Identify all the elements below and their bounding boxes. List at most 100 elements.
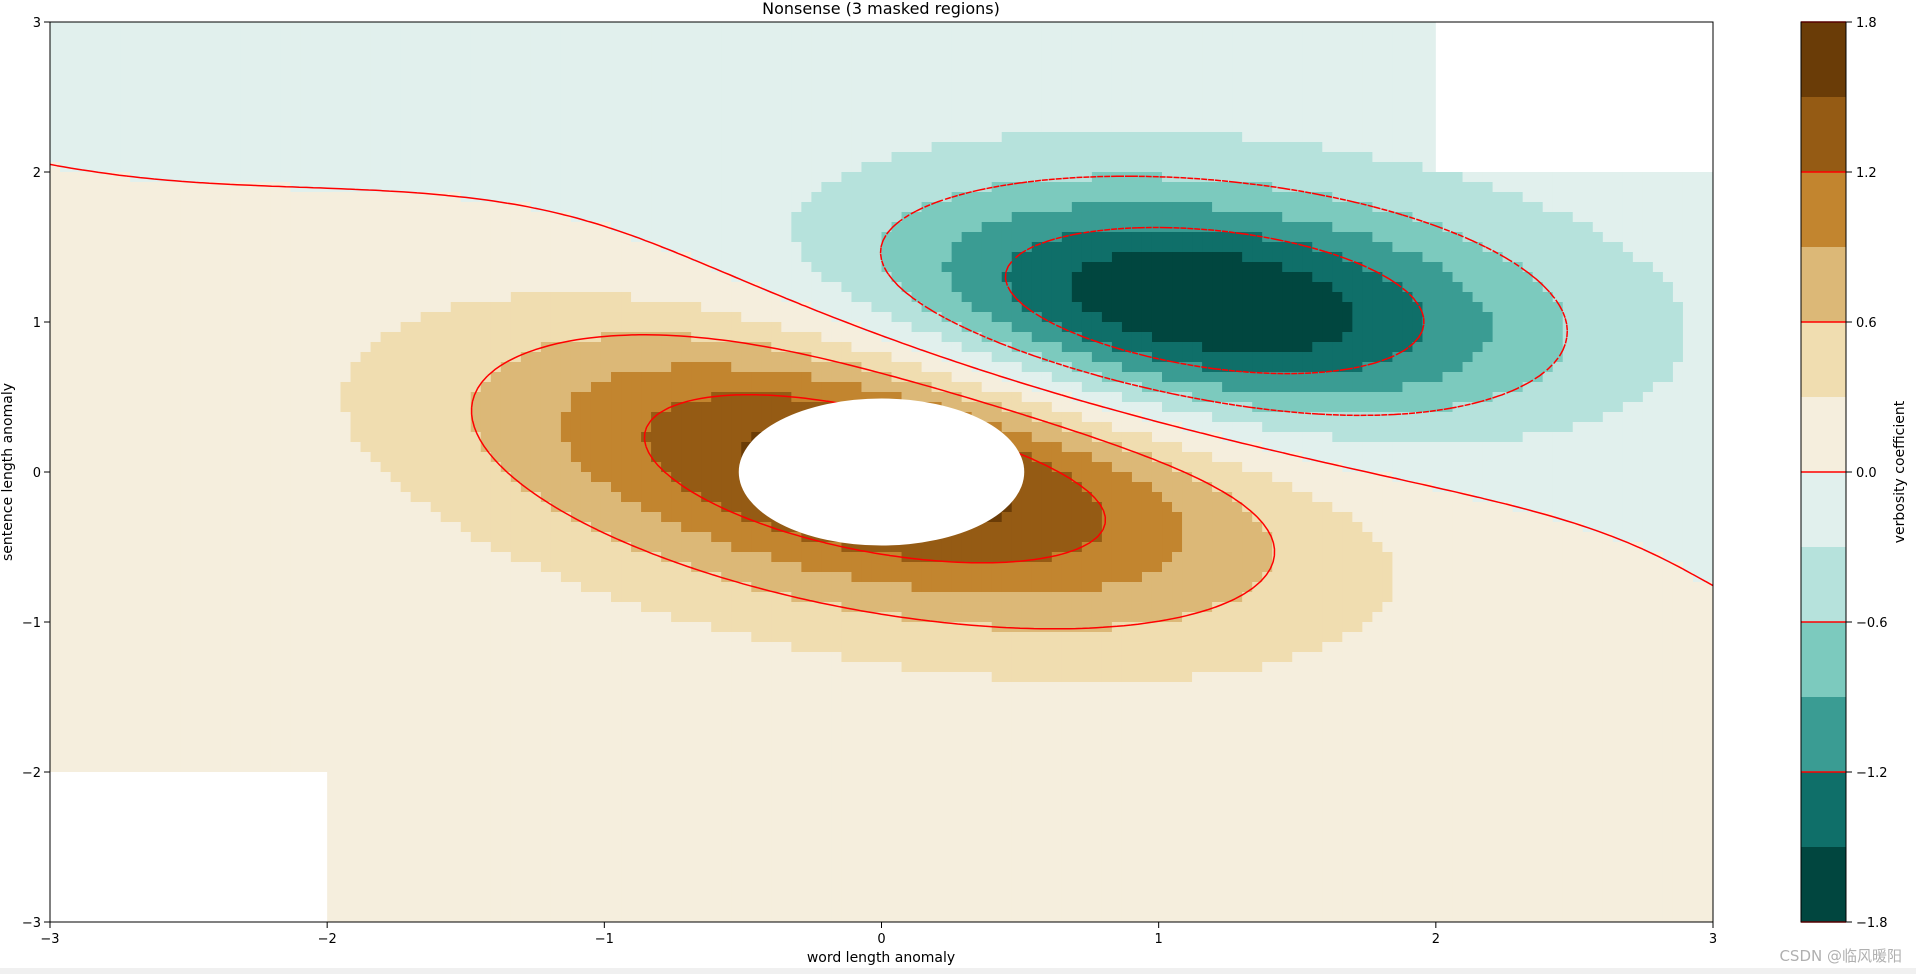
contour-fill-cell (1532, 232, 1544, 243)
contour-fill-cell (1131, 152, 1143, 163)
contour-fill-cell (60, 62, 71, 73)
contour-fill-cell (310, 62, 322, 73)
contour-fill-cell (691, 122, 702, 133)
contour-fill-cell (931, 262, 943, 273)
contour-fill-cell (981, 272, 993, 283)
contour-fill-cell (60, 122, 71, 133)
contour-fill-cell (400, 212, 412, 223)
contour-fill-cell (1352, 312, 1363, 323)
contour-fill-cell (1252, 212, 1263, 223)
contour-fill-cell (150, 62, 161, 73)
contour-fill-cell (70, 202, 81, 213)
contour-fill-cell (661, 192, 672, 203)
contour-fill-cell (540, 182, 552, 193)
contour-fill-cell (230, 142, 241, 153)
contour-fill-cell (590, 132, 602, 143)
contour-fill-cell (450, 142, 462, 153)
contour-fill-cell (1212, 132, 1223, 143)
contour-fill-cell (80, 72, 91, 83)
contour-fill-cell (1492, 272, 1504, 283)
contour-fill-cell (821, 112, 833, 123)
contour-fill-cell (1262, 152, 1273, 163)
contour-fill-cell (1462, 312, 1474, 323)
contour-fill-cell (751, 152, 762, 163)
contour-fill-cell (1202, 222, 1213, 233)
contour-fill-cell (741, 142, 752, 153)
contour-fill-cell (1412, 262, 1424, 273)
contour-fill-cell (190, 222, 201, 233)
contour-fill-cell (1001, 292, 1013, 303)
contour-fill-cell (1172, 52, 1183, 63)
contour-fill-cell (931, 22, 943, 33)
contour-fill-cell (611, 172, 622, 183)
contour-fill-cell (1081, 52, 1093, 63)
contour-fill-cell (1422, 42, 1434, 53)
contour-fill-cell (530, 112, 542, 123)
contour-fill-cell (1252, 62, 1263, 73)
contour-fill-cell (1151, 162, 1163, 173)
contour-fill-cell (260, 112, 271, 123)
contour-fill-cell (1262, 22, 1273, 33)
contour-fill-cell (290, 312, 302, 323)
contour-fill-cell (530, 282, 542, 293)
contour-fill-cell (911, 282, 923, 293)
contour-fill-cell (1041, 52, 1053, 63)
contour-fill-cell (1572, 272, 1584, 283)
contour-fill-cell (1202, 252, 1213, 263)
contour-fill-cell (871, 202, 883, 213)
contour-fill-cell (1011, 152, 1023, 163)
contour-fill-cell (931, 72, 943, 83)
contour-fill-cell (140, 132, 151, 143)
contour-fill-cell (891, 302, 903, 313)
contour-fill-cell (1131, 32, 1143, 43)
contour-fill-cell (911, 112, 923, 123)
contour-fill-cell (140, 292, 151, 303)
contour-fill-cell (420, 42, 432, 53)
contour-fill-cell (831, 132, 843, 143)
contour-fill-cell (901, 92, 913, 103)
contour-fill-cell (460, 252, 472, 263)
contour-fill-cell (1612, 232, 1624, 243)
contour-fill-cell (1272, 232, 1283, 243)
contour-fill-cell (841, 272, 853, 283)
contour-fill-cell (781, 222, 792, 233)
contour-fill-cell (250, 282, 261, 293)
contour-fill-cell (1101, 22, 1113, 33)
contour-fill-cell (460, 262, 472, 273)
contour-fill-cell (1592, 292, 1604, 303)
contour-fill-cell (120, 162, 131, 173)
contour-fill-cell (1232, 82, 1243, 93)
contour-fill-cell (1662, 262, 1674, 273)
contour-fill-cell (1352, 142, 1363, 153)
contour-fill-cell (1222, 302, 1233, 313)
contour-fill-cell (1402, 62, 1414, 73)
contour-fill-cell (631, 52, 642, 63)
contour-fill-cell (260, 142, 271, 153)
contour-fill-cell (590, 22, 602, 33)
contour-fill-cell (1382, 212, 1394, 223)
contour-fill-cell (1131, 122, 1143, 133)
contour-fill-cell (1051, 232, 1063, 243)
contour-fill-cell (200, 162, 211, 173)
contour-fill-cell (320, 52, 332, 63)
contour-fill-cell (1532, 192, 1544, 203)
contour-fill-cell (1482, 202, 1494, 213)
contour-fill-cell (1182, 102, 1193, 113)
contour-fill-cell (240, 192, 251, 203)
contour-fill-cell (170, 72, 181, 83)
contour-fill-cell (280, 242, 292, 253)
contour-fill-cell (1192, 142, 1203, 153)
contour-fill-cell (681, 92, 692, 103)
contour-fill-cell (470, 42, 482, 53)
contour-fill-cell (1212, 272, 1223, 283)
contour-fill-cell (961, 22, 973, 33)
contour-fill-cell (590, 112, 602, 123)
contour-fill-cell (1252, 92, 1263, 103)
contour-fill-cell (681, 122, 692, 133)
contour-fill-cell (831, 62, 843, 73)
contour-fill-cell (1081, 252, 1093, 263)
contour-fill-cell (891, 52, 903, 63)
contour-fill-cell (1572, 172, 1584, 183)
contour-fill-cell (851, 132, 863, 143)
contour-fill-cell (1342, 232, 1353, 243)
